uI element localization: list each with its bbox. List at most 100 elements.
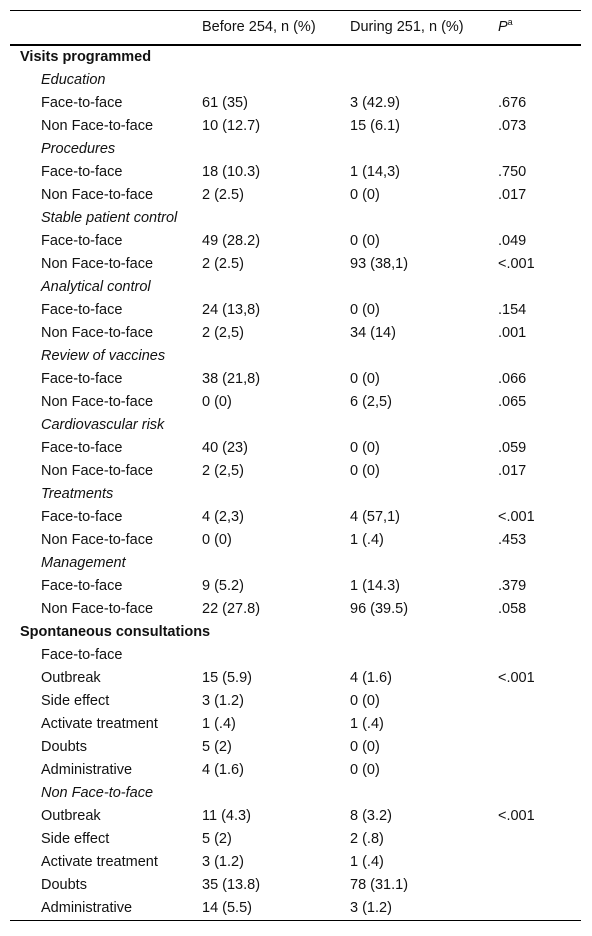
before-value: 10 (12.7)	[202, 118, 261, 134]
table-row: Non Face-to-face 2 (2,5) 34 (14) .001	[10, 322, 581, 345]
table-row: Doubts 5 (2) 0 (0)	[10, 736, 581, 759]
table-row: Administrative 4 (1.6) 0 (0)	[10, 759, 581, 782]
table-row: Administrative 14 (5.5) 3 (1.2)	[10, 897, 581, 920]
table-row: Non Face-to-face 2 (2,5) 0 (0) .017	[10, 460, 581, 483]
row-label: Non Face-to-face	[41, 256, 154, 272]
p-value: .750	[498, 164, 527, 180]
row-label: Non Face-to-face	[41, 601, 154, 617]
during-value: 6 (2,5)	[350, 394, 392, 410]
table-row: Face-to-face 38 (21,8) 0 (0) .066	[10, 368, 581, 391]
before-value: 2 (2,5)	[202, 463, 244, 479]
during-value: 1 (14.3)	[350, 578, 400, 594]
table-row: Non Face-to-face 22 (27.8) 96 (39.5) .058	[10, 598, 581, 621]
table-top-rule	[10, 10, 581, 11]
row-label: Face-to-face	[41, 233, 123, 249]
row-label: Non Face-to-face	[41, 532, 154, 548]
during-value: 3 (1.2)	[350, 900, 392, 916]
row-label: Activate treatment	[41, 854, 158, 870]
p-value: <.001	[498, 808, 535, 824]
row-label: Non Face-to-face	[41, 463, 154, 479]
group-label: Procedures	[41, 141, 116, 157]
before-value: 18 (10.3)	[202, 164, 261, 180]
table-row: Side effect 3 (1.2) 0 (0)	[10, 690, 581, 713]
p-value: .066	[498, 371, 527, 387]
table-row: Non Face-to-face 0 (0) 6 (2,5) .065	[10, 391, 581, 414]
before-value: 0 (0)	[202, 532, 232, 548]
table-header-rule	[10, 44, 581, 46]
header-col-p: Pa	[498, 11, 581, 44]
group-row: Non Face-to-face	[10, 782, 581, 805]
table-header-row: Before 254, n (%) During 251, n (%) Pa	[10, 11, 581, 44]
p-value: <.001	[498, 509, 535, 525]
table-row: Face-to-face 24 (13,8) 0 (0) .154	[10, 299, 581, 322]
section-title: Spontaneous consultations	[20, 624, 211, 640]
row-label: Non Face-to-face	[41, 325, 154, 341]
row-label: Administrative	[41, 900, 133, 916]
table-row: Face-to-face 9 (5.2) 1 (14.3) .379	[10, 575, 581, 598]
during-value: 0 (0)	[350, 371, 380, 387]
row-label: Face-to-face	[41, 509, 123, 525]
data-table: Before 254, n (%) During 251, n (%) Pa V…	[10, 10, 581, 921]
during-value: 4 (1.6)	[350, 670, 392, 686]
group-row: Cardiovascular risk	[10, 414, 581, 437]
during-value: 0 (0)	[350, 302, 380, 318]
before-value: 14 (5.5)	[202, 900, 252, 916]
row-label: Face-to-face	[41, 302, 123, 318]
section-row: Spontaneous consultations	[10, 621, 581, 644]
header-p-symbol: P	[498, 19, 508, 35]
row-label: Doubts	[41, 877, 87, 893]
row-label: Face-to-face	[41, 578, 123, 594]
table-row: Outbreak 15 (5.9) 4 (1.6) <.001	[10, 667, 581, 690]
group-label: Management	[41, 555, 126, 571]
table-row: Face-to-face 49 (28.2) 0 (0) .049	[10, 230, 581, 253]
table-row: Non Face-to-face 10 (12.7) 15 (6.1) .073	[10, 115, 581, 138]
before-value: 3 (1.2)	[202, 854, 244, 870]
during-value: 1 (14,3)	[350, 164, 400, 180]
before-value: 9 (5.2)	[202, 578, 244, 594]
during-value: 0 (0)	[350, 233, 380, 249]
before-value: 1 (.4)	[202, 716, 236, 732]
group-label: Face-to-face	[41, 647, 123, 663]
before-value: 5 (2)	[202, 831, 232, 847]
during-value: 1 (.4)	[350, 716, 384, 732]
before-value: 5 (2)	[202, 739, 232, 755]
before-value: 0 (0)	[202, 394, 232, 410]
group-label: Analytical control	[41, 279, 151, 295]
row-label: Side effect	[41, 831, 110, 847]
group-row: Education	[10, 69, 581, 92]
before-value: 11 (4.3)	[202, 808, 251, 824]
p-value: <.001	[498, 670, 535, 686]
group-label: Education	[41, 72, 106, 88]
row-label: Side effect	[41, 693, 110, 709]
p-value: .453	[498, 532, 527, 548]
group-label: Treatments	[41, 486, 114, 502]
before-value: 49 (28.2)	[202, 233, 261, 249]
row-label: Non Face-to-face	[41, 394, 154, 410]
group-label: Cardiovascular risk	[41, 417, 165, 433]
group-row: Management	[10, 552, 581, 575]
p-value: .058	[498, 601, 527, 617]
before-value: 2 (2.5)	[202, 187, 244, 203]
during-value: 4 (57,1)	[350, 509, 400, 525]
group-row: Stable patient control	[10, 207, 581, 230]
row-label: Outbreak	[41, 808, 101, 824]
during-value: 34 (14)	[350, 325, 396, 341]
before-value: 35 (13.8)	[202, 877, 261, 893]
header-col-before: Before 254, n (%)	[202, 19, 316, 35]
during-value: 0 (0)	[350, 187, 380, 203]
table-row: Non Face-to-face 2 (2.5) 0 (0) .017	[10, 184, 581, 207]
group-label: Stable patient control	[41, 210, 178, 226]
during-value: 78 (31.1)	[350, 877, 409, 893]
row-label: Face-to-face	[41, 371, 123, 387]
row-label: Non Face-to-face	[41, 187, 154, 203]
p-value: .017	[498, 187, 527, 203]
table-bottom-rule	[10, 920, 581, 921]
header-p-footnote-mark: a	[507, 17, 513, 28]
before-value: 61 (35)	[202, 95, 248, 111]
row-label: Face-to-face	[41, 440, 123, 456]
table-row: Doubts 35 (13.8) 78 (31.1)	[10, 874, 581, 897]
before-value: 40 (23)	[202, 440, 248, 456]
table-row: Side effect 5 (2) 2 (.8)	[10, 828, 581, 851]
section-title: Visits programmed	[20, 49, 152, 65]
during-value: 0 (0)	[350, 440, 380, 456]
